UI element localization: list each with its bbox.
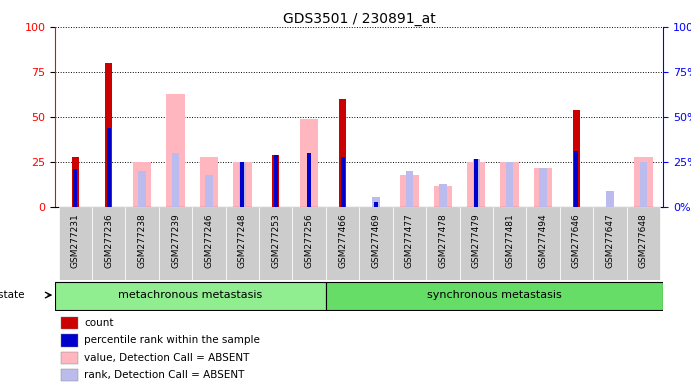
Bar	[61, 317, 78, 329]
Bar	[61, 369, 78, 381]
Bar	[439, 184, 446, 207]
Bar	[226, 207, 259, 280]
Bar	[473, 159, 480, 207]
Bar	[534, 168, 552, 207]
Text: count: count	[84, 318, 114, 328]
Bar	[500, 162, 519, 207]
Bar	[159, 207, 192, 280]
Text: GSM277648: GSM277648	[638, 213, 648, 268]
Bar	[172, 153, 179, 207]
Bar	[61, 334, 78, 347]
Bar	[61, 351, 78, 364]
Text: GSM277236: GSM277236	[104, 213, 113, 268]
Bar	[307, 153, 311, 207]
Bar	[292, 207, 326, 280]
Text: GSM277646: GSM277646	[572, 213, 581, 268]
Bar	[326, 207, 359, 280]
Title: GDS3501 / 230891_at: GDS3501 / 230891_at	[283, 12, 436, 26]
Bar	[205, 175, 213, 207]
Bar	[300, 119, 319, 207]
Bar	[126, 207, 159, 280]
Text: rank, Detection Call = ABSENT: rank, Detection Call = ABSENT	[84, 370, 245, 380]
Bar	[238, 162, 246, 207]
Bar	[55, 282, 325, 310]
Bar	[640, 162, 647, 207]
Text: GSM277246: GSM277246	[205, 213, 214, 268]
Text: GSM277494: GSM277494	[538, 213, 547, 268]
Text: value, Detection Call = ABSENT: value, Detection Call = ABSENT	[84, 353, 250, 363]
Bar	[467, 162, 486, 207]
Bar	[105, 63, 113, 207]
Bar	[573, 110, 580, 207]
Bar	[274, 155, 278, 207]
Bar	[493, 207, 527, 280]
Bar	[606, 191, 614, 207]
Text: GSM277256: GSM277256	[305, 213, 314, 268]
Text: GSM277469: GSM277469	[372, 213, 381, 268]
Bar	[574, 151, 578, 207]
Text: GSM277253: GSM277253	[272, 213, 281, 268]
Text: GSM277477: GSM277477	[405, 213, 414, 268]
Bar	[400, 175, 419, 207]
Text: GSM277478: GSM277478	[438, 213, 447, 268]
Bar	[341, 157, 345, 207]
Text: GSM277248: GSM277248	[238, 213, 247, 268]
Bar	[460, 207, 493, 280]
Bar	[374, 202, 378, 207]
Bar	[272, 155, 279, 207]
Text: metachronous metastasis: metachronous metastasis	[118, 290, 263, 300]
Bar	[359, 207, 392, 280]
Bar	[259, 207, 292, 280]
Text: synchronous metastasis: synchronous metastasis	[427, 290, 562, 300]
Bar	[92, 207, 126, 280]
Bar	[426, 207, 460, 280]
Bar	[434, 186, 452, 207]
Bar	[634, 157, 652, 207]
Bar	[474, 159, 478, 207]
Bar	[240, 162, 245, 207]
Text: disease state: disease state	[0, 290, 25, 300]
Bar	[527, 207, 560, 280]
Bar	[192, 207, 226, 280]
Bar	[325, 282, 663, 310]
Bar	[627, 207, 660, 280]
Text: GSM277647: GSM277647	[605, 213, 614, 268]
Bar	[560, 207, 593, 280]
Bar	[392, 207, 426, 280]
Bar	[540, 168, 547, 207]
Text: GSM277466: GSM277466	[338, 213, 347, 268]
Bar	[233, 162, 252, 207]
Bar	[167, 94, 184, 207]
Bar	[138, 171, 146, 207]
Bar	[73, 169, 77, 207]
Bar	[406, 171, 413, 207]
Bar	[593, 207, 627, 280]
Text: GSM277238: GSM277238	[138, 213, 146, 268]
Text: GSM277231: GSM277231	[70, 213, 80, 268]
Bar	[133, 162, 151, 207]
Bar	[200, 157, 218, 207]
Bar	[372, 197, 379, 207]
Text: GSM277239: GSM277239	[171, 213, 180, 268]
Bar	[72, 157, 79, 207]
Bar	[506, 162, 513, 207]
Bar	[106, 128, 111, 207]
Text: GSM277481: GSM277481	[505, 213, 514, 268]
Bar	[339, 99, 346, 207]
Bar	[59, 207, 92, 280]
Text: percentile rank within the sample: percentile rank within the sample	[84, 336, 261, 346]
Text: GSM277479: GSM277479	[472, 213, 481, 268]
